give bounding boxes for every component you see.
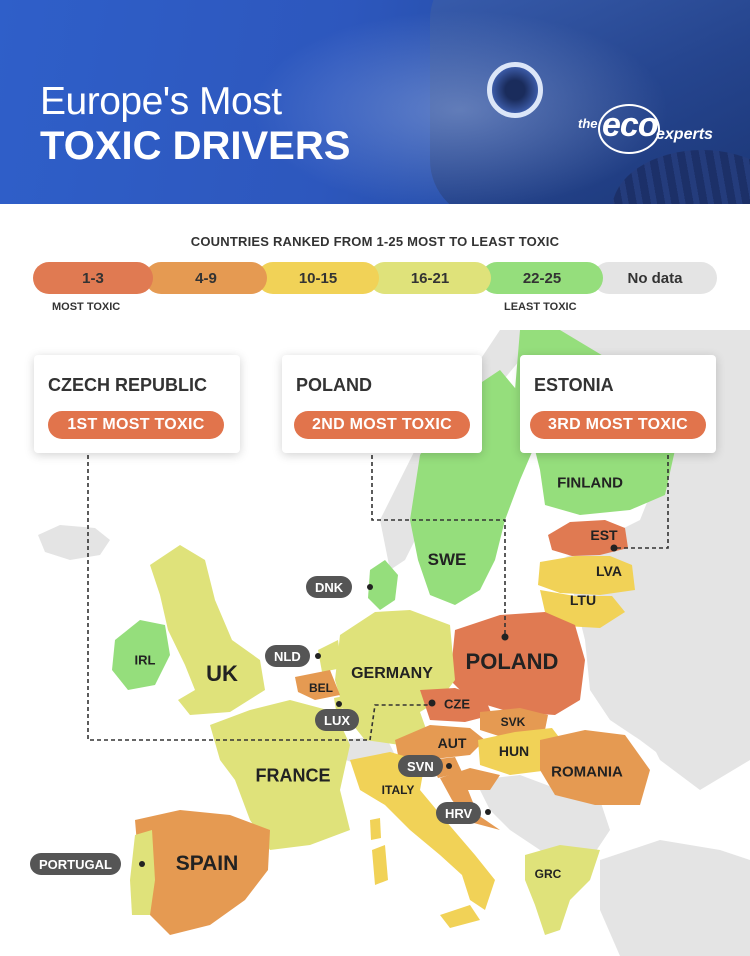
logo-the: the [578,116,598,131]
country-portugal [130,830,155,915]
country-greece [525,845,600,935]
label-austria: AUT [437,735,467,751]
callout-rank-badge: 2ND MOST TOXIC [294,411,470,439]
label-france: FRANCE [255,765,331,786]
label-uk: UK [206,661,238,686]
label-poland: POLAND [465,649,559,674]
legend-least-toxic: LEAST TOXIC [504,301,577,313]
tag-portugal: PORTUGAL [30,853,121,875]
callout-card-czech: CZECH REPUBLIC 1ST MOST TOXIC [34,355,240,453]
callout-rank-badge: 1ST MOST TOXIC [48,411,224,439]
tag-dot-nld [315,653,321,659]
country-spain [135,810,270,935]
tag-denmark: DNK [306,576,353,598]
land-turkey [600,840,750,956]
country-france [210,700,350,850]
legend-item-10-15: 10-15 [257,262,379,294]
tag-dot-hrv [485,809,491,815]
country-italy [350,752,495,910]
tag-slovenia: SVN [398,755,443,777]
country-corsica [370,818,381,840]
title-line-1: Europe's Most [40,80,282,123]
country-denmark [368,560,398,610]
country-germany [335,610,455,745]
country-uk [150,545,265,715]
country-sardinia [372,845,388,885]
legend-item-16-21: 16-21 [369,262,491,294]
header-banner: Europe's Most TOXIC DRIVERS the eco expe… [0,0,750,204]
exhaust-smoke [250,10,670,204]
country-netherlands [318,640,342,672]
country-poland [450,612,585,715]
callout-card-estonia: ESTONIA 3RD MOST TOXIC [520,355,716,453]
callout-country: POLAND [296,375,372,395]
country-sicily [440,905,480,928]
country-austria [395,725,485,760]
label-belgium: BEL [309,681,333,695]
label-hungary: HUN [498,743,530,759]
callout-country: ESTONIA [534,375,614,395]
callout-card-poland: POLAND 2ND MOST TOXIC [282,355,482,453]
label-germany: GERMANY [351,665,433,682]
exhaust-pipe-icon [487,62,543,118]
country-lithuania [540,590,625,628]
country-ireland [112,620,170,690]
label-spain: SPAIN [175,852,239,875]
land-belarus-ukraine [575,585,745,770]
legend-item-4-9: 4-9 [145,262,267,294]
tag-dot-lux [336,701,342,707]
legend-title: COUNTRIES RANKED FROM 1-25 MOST TO LEAST… [190,234,560,249]
leader-line-estonia [615,455,669,549]
logo-experts: experts [656,126,713,143]
callout-country: CZECH REPUBLIC [48,375,208,395]
legend-item-no-data: No data [593,262,717,294]
label-latvia: LVA [596,563,622,579]
label-estonia: EST [590,527,618,543]
tag-dot-dnk [367,584,373,590]
tag-luxembourg: LUX [315,709,359,731]
leader-line-czech [87,455,432,741]
legend-item-1-3: 1-3 [33,262,153,294]
leader-dot-czech [428,699,436,707]
tag-netherlands: NLD [265,645,310,667]
eco-experts-logo: the eco experts [578,104,718,160]
label-czech: CZE [444,696,470,712]
legend-item-22-25: 22-25 [481,262,603,294]
country-romania [540,730,650,805]
legend-most-toxic: MOST TOXIC [52,301,121,313]
label-slovakia: SVK [500,715,526,729]
country-latvia [538,556,635,595]
logo-ring [598,104,660,154]
label-romania: ROMANIA [551,763,623,781]
logo-eco: eco [602,106,659,144]
leader-dot-estonia [610,544,618,552]
tag-croatia: HRV [436,802,482,824]
leader-dot-poland [501,633,509,641]
label-ireland: IRL [134,652,156,668]
leader-line-poland [371,455,506,635]
label-lithuania: LTU [569,592,597,608]
label-greece: GRC [534,867,562,881]
land-iceland [38,525,110,560]
country-czech [420,688,492,722]
country-estonia [548,520,628,556]
country-belgium [295,670,340,700]
country-croatia [440,768,500,830]
label-sweden: SWE [427,550,467,569]
label-finland: FINLAND [557,474,623,492]
title-line-2: TOXIC DRIVERS [40,124,351,168]
callout-rank-badge: 3RD MOST TOXIC [530,411,706,439]
tag-dot-portugal [139,861,145,867]
tag-dot-svn [446,763,452,769]
label-italy: ITALY [381,783,415,797]
